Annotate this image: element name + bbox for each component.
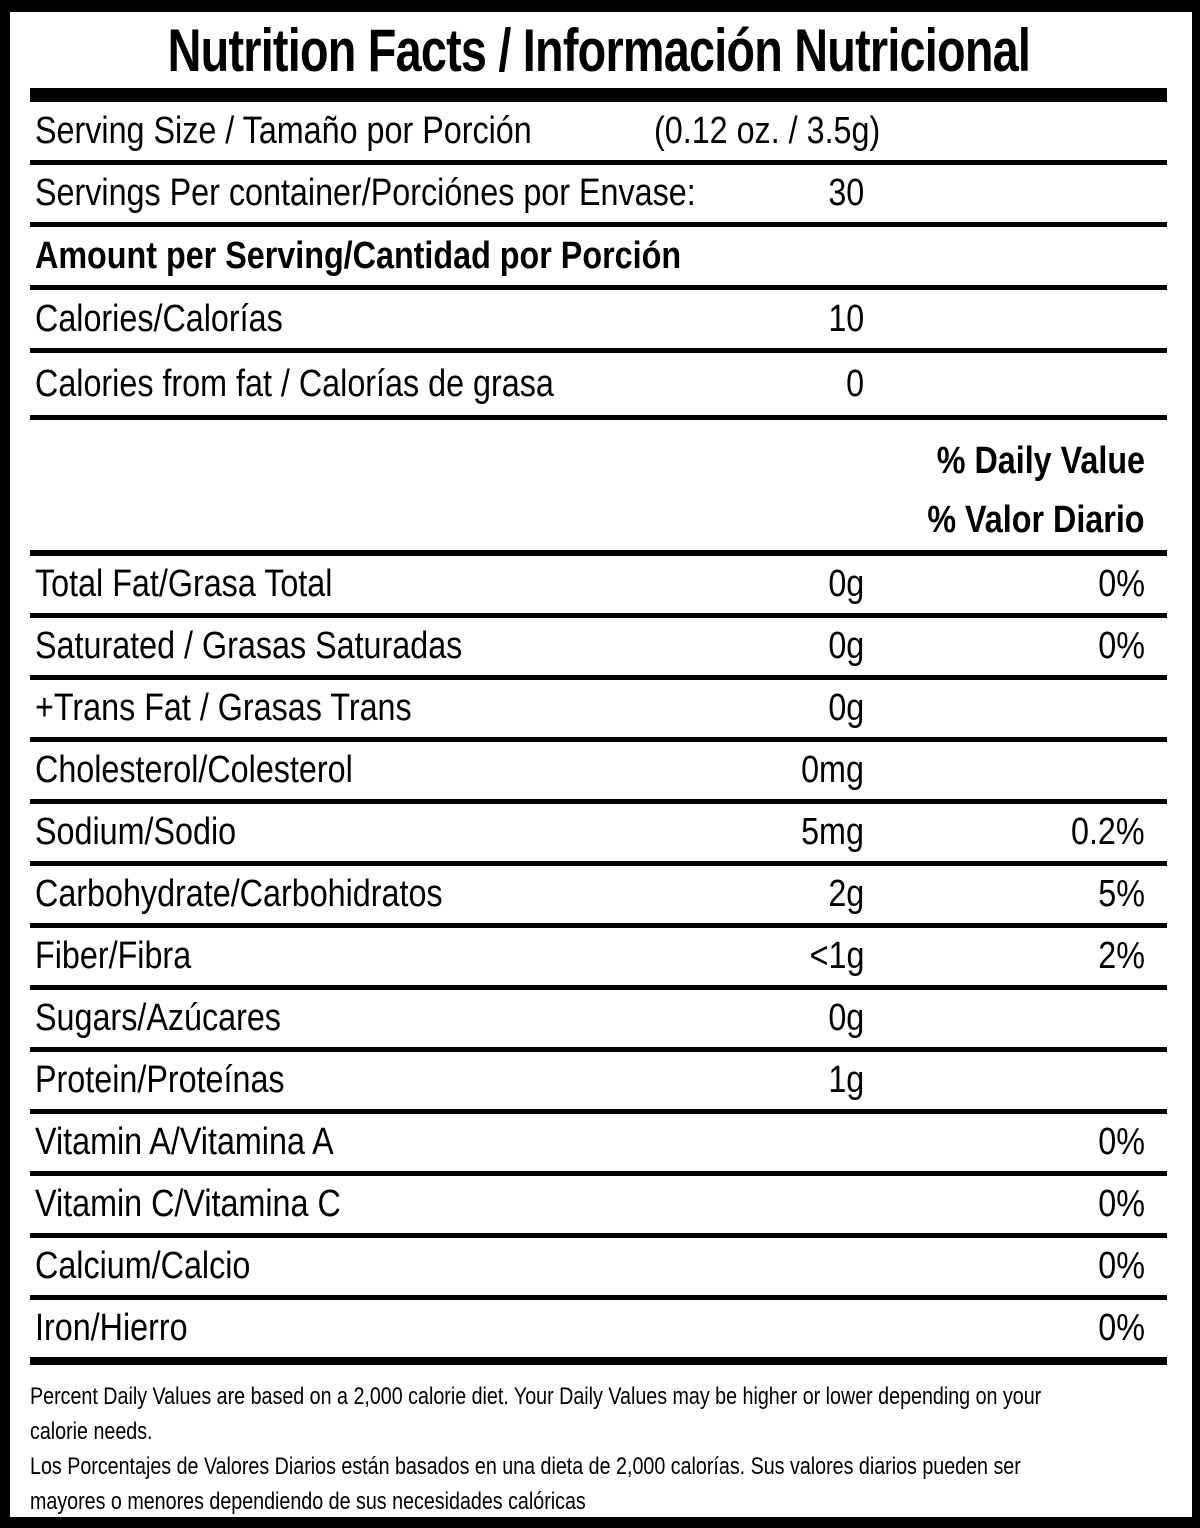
nutrient-percent: 0%	[1098, 1245, 1145, 1287]
nutrient-label: Calcium/Calcio	[35, 1245, 251, 1287]
nutrient-amount: 2g	[828, 873, 864, 915]
nutrient-amount: 5mg	[801, 811, 864, 853]
nutrient-row: Sodium/Sodio 5mg 0.2%	[30, 804, 1167, 866]
nutrient-row: Fiber/Fibra <1g 2%	[30, 928, 1167, 990]
calories-from-fat-row: Calories from fat / Calorías de grasa 0	[30, 353, 1167, 420]
nutrient-row: +Trans Fat / Grasas Trans 0g	[30, 680, 1167, 742]
daily-value-header-es: % Valor Diario	[927, 499, 1145, 541]
servings-per-container-value: 30	[828, 172, 864, 214]
nutrient-label: Vitamin A/Vitamina A	[35, 1121, 334, 1163]
nutrient-amount: 0g	[828, 563, 864, 605]
servings-per-container-label: Servings Per container/Porciónes por Env…	[35, 172, 696, 214]
footnote-divider-bar	[30, 1357, 1167, 1365]
nutrient-percent: 0%	[1098, 563, 1145, 605]
nutrient-row: Cholesterol/Colesterol 0mg	[30, 742, 1167, 804]
nutrient-label: Protein/Proteínas	[35, 1059, 285, 1101]
nutrient-row: Vitamin A/Vitamina A 0%	[30, 1114, 1167, 1176]
nutrient-percent: 2%	[1098, 935, 1145, 977]
serving-size-label: Serving Size / Tamaño por Porción	[35, 109, 532, 152]
daily-value-header: % Daily Value % Valor Diario	[30, 420, 1167, 556]
nutrient-percent: 0%	[1098, 1307, 1145, 1349]
calories-label: Calories/Calorías	[35, 297, 283, 340]
nutrient-row: Saturated / Grasas Saturadas 0g 0%	[30, 618, 1167, 680]
footnote-line-en-1: Percent Daily Values are based on a 2,00…	[30, 1383, 1042, 1410]
nutrient-label: Sugars/Azúcares	[35, 997, 281, 1039]
nutrient-percent: 0.2%	[1071, 811, 1145, 853]
footnote-line-es-2: mayores o menores dependiendo de sus nec…	[30, 1488, 586, 1515]
nutrient-amount: 0g	[828, 687, 864, 729]
title-divider-bar	[30, 88, 1167, 102]
nutrient-row: Protein/Proteínas 1g	[30, 1052, 1167, 1114]
nutrient-amount: 0mg	[801, 749, 864, 791]
servings-per-container-row: Servings Per container/Porciónes por Env…	[30, 165, 1167, 227]
label-title: Nutrition Facts / Información Nutriciona…	[30, 12, 1167, 88]
daily-value-header-en: % Daily Value	[936, 440, 1145, 482]
calories-value: 10	[828, 297, 864, 340]
label-title-text: Nutrition Facts / Información Nutriciona…	[167, 16, 1030, 84]
serving-size-row: Serving Size / Tamaño por Porción (0.12 o…	[30, 102, 1167, 165]
nutrient-percent: 0%	[1098, 1183, 1145, 1225]
nutrient-row: Carbohydrate/Carbohidratos 2g 5%	[30, 866, 1167, 928]
calories-row: Calories/Calorías 10	[30, 290, 1167, 353]
nutrient-label: Saturated / Grasas Saturadas	[35, 625, 463, 667]
footnote: Percent Daily Values are based on a 2,00…	[30, 1379, 1167, 1517]
nutrient-row: Total Fat/Grasa Total 0g 0%	[30, 556, 1167, 618]
nutrient-percent: 0%	[1098, 1121, 1145, 1163]
nutrient-label: +Trans Fat / Grasas Trans	[35, 687, 412, 729]
nutrient-percent: 5%	[1098, 873, 1145, 915]
nutrient-row: Vitamin C/Vitamina C 0%	[30, 1176, 1167, 1238]
nutrient-amount: 1g	[828, 1059, 864, 1101]
calories-from-fat-label: Calories from fat / Calorías de grasa	[35, 362, 554, 405]
nutrient-row: Iron/Hierro 0%	[30, 1300, 1167, 1357]
nutrient-row: Sugars/Azúcares 0g	[30, 990, 1167, 1052]
serving-size-value: (0.12 oz. / 3.5g)	[654, 109, 881, 152]
amount-per-serving-header-row: Amount per Serving/Cantidad por Porción	[30, 227, 1167, 290]
nutrient-label: Vitamin C/Vitamina C	[35, 1183, 341, 1225]
nutrient-table: Total Fat/Grasa Total 0g 0% Saturated / …	[30, 556, 1167, 1357]
nutrient-label: Fiber/Fibra	[35, 935, 192, 977]
nutrient-amount: <1g	[809, 935, 864, 977]
nutrient-amount: 0g	[828, 997, 864, 1039]
nutrient-label: Iron/Hierro	[35, 1307, 188, 1349]
nutrient-label: Carbohydrate/Carbohidratos	[35, 873, 443, 915]
amount-per-serving-header: Amount per Serving/Cantidad por Porción	[35, 234, 682, 277]
nutrient-label: Total Fat/Grasa Total	[35, 563, 333, 605]
nutrient-row: Calcium/Calcio 0%	[30, 1238, 1167, 1300]
footnote-line-en-2: calorie needs.	[30, 1418, 153, 1445]
nutrient-percent: 0%	[1098, 625, 1145, 667]
nutrient-label: Sodium/Sodio	[35, 811, 237, 853]
nutrient-label: Cholesterol/Colesterol	[35, 749, 353, 791]
footnote-line-es-1: Los Porcentajes de Valores Diarios están…	[30, 1453, 1021, 1480]
nutrient-amount: 0g	[828, 625, 864, 667]
calories-from-fat-value: 0	[846, 362, 864, 405]
